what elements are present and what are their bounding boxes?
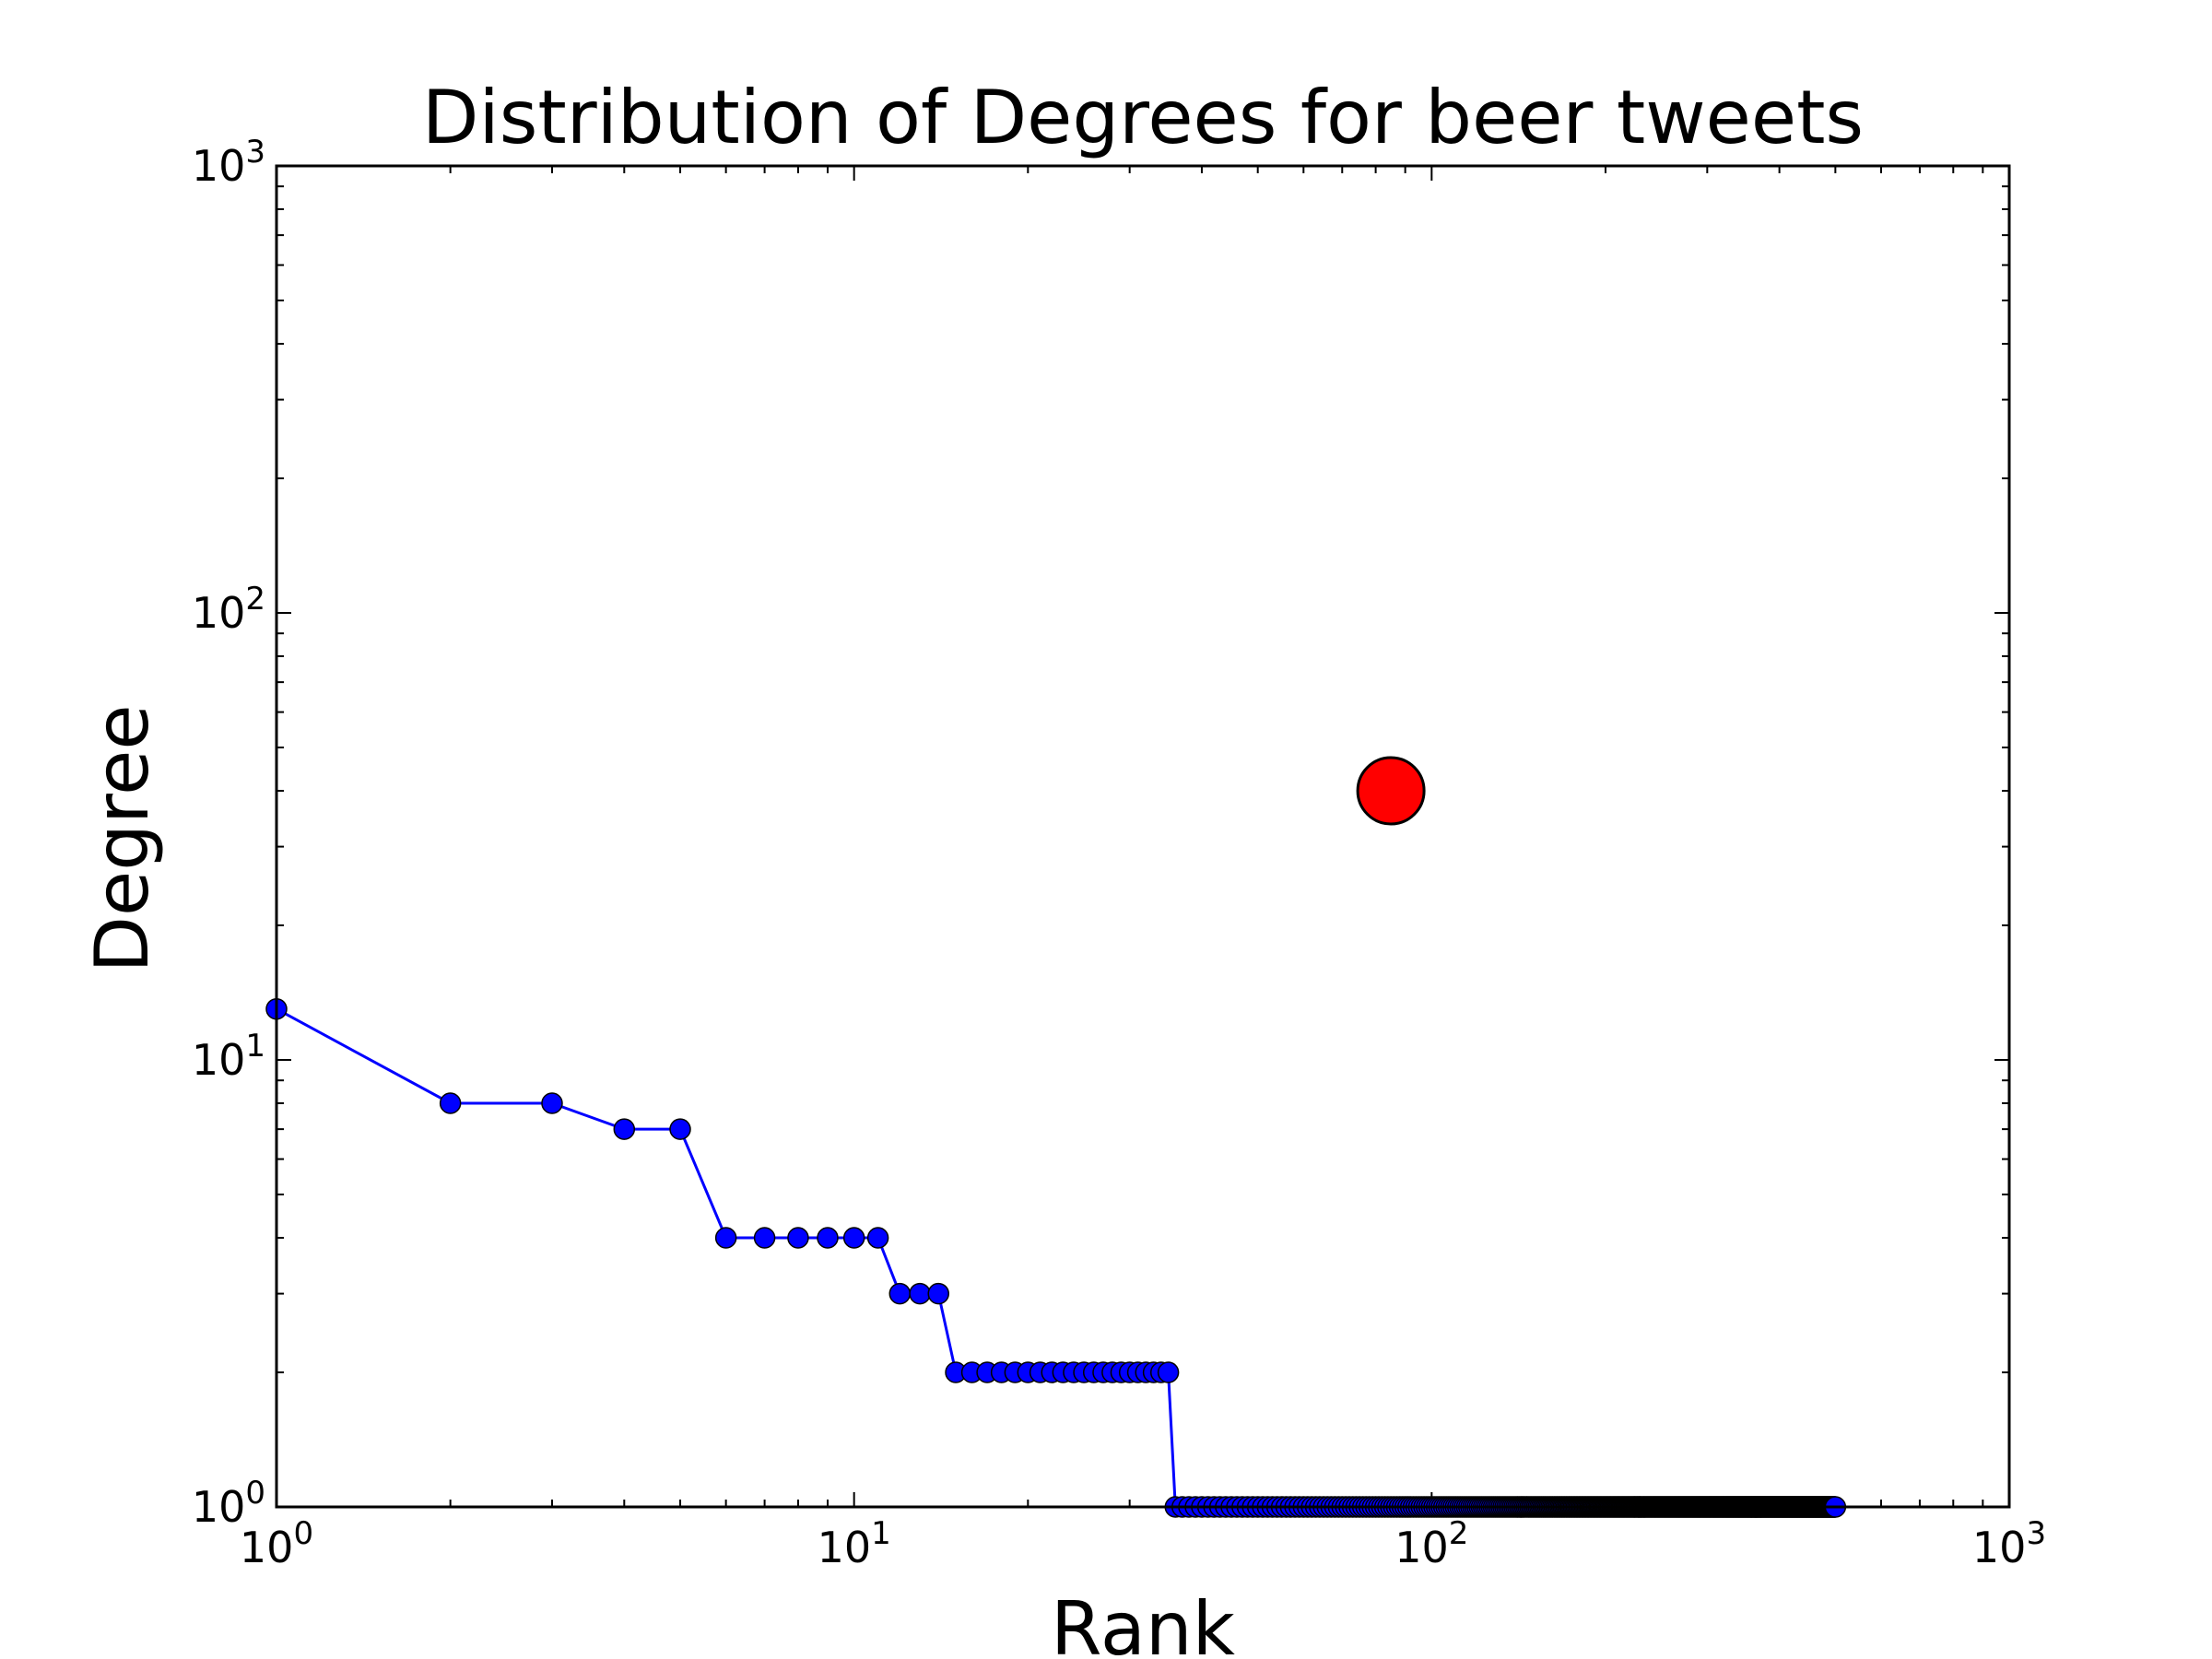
x-tick-label: 102 (1394, 1515, 1468, 1572)
data-point (753, 1227, 776, 1249)
data-series (265, 756, 1847, 1518)
data-point (613, 1118, 636, 1140)
data-point (888, 1282, 912, 1305)
data-point (866, 1227, 889, 1249)
y-tick-label: 100 (192, 1475, 265, 1532)
y-tick-label: 102 (192, 581, 265, 638)
data-point (439, 1092, 462, 1114)
series-line (276, 1007, 1836, 1509)
chart-title: Distribution of Degrees for beer tweets (422, 75, 1864, 160)
data-point (817, 1227, 839, 1249)
x-tick-label: 103 (1972, 1515, 2046, 1572)
x-axis-label: Rank (1051, 1586, 1236, 1659)
data-point (1157, 1361, 1180, 1383)
data-point (909, 1282, 931, 1305)
data-point (787, 1227, 809, 1249)
x-tick-label: 101 (818, 1515, 891, 1572)
y-tick-label: 101 (192, 1028, 265, 1085)
data-point (714, 1227, 737, 1249)
highlight-point (1356, 756, 1426, 826)
axis-tick-labels: 100 101 102 103 100 101 102 103 (192, 134, 2046, 1572)
y-axis-label: Degree (79, 704, 165, 972)
axis-ticks (276, 165, 2010, 1508)
data-point (669, 1118, 691, 1140)
x-tick-label: 100 (240, 1515, 313, 1572)
data-point (927, 1282, 949, 1305)
plot-frame (275, 164, 2011, 1509)
data-point (842, 1227, 865, 1249)
data-point (541, 1092, 563, 1114)
y-tick-label: 103 (192, 134, 265, 191)
